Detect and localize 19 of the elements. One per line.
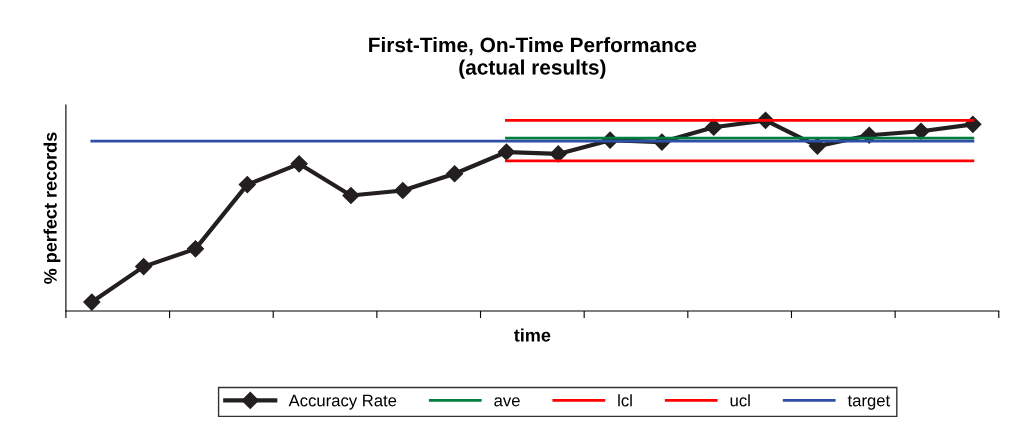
point <box>135 258 153 276</box>
point <box>342 186 360 205</box>
chart-title: First-Time, On-Time Performance (actual results) <box>369 37 697 79</box>
legend-label: lcl <box>618 394 632 407</box>
point <box>290 155 308 173</box>
legend-label: Accuracy Rate <box>288 394 397 410</box>
point <box>186 240 205 258</box>
y-axis-title: % perfect records <box>43 132 61 284</box>
legend-label: ave <box>494 397 520 407</box>
point <box>83 293 101 311</box>
legend-label: target <box>847 395 891 410</box>
point <box>238 176 256 194</box>
point <box>446 165 464 183</box>
point <box>497 143 515 161</box>
point <box>549 145 567 163</box>
point <box>912 122 930 140</box>
legend-label: ucl <box>730 394 750 407</box>
x-axis-title: time <box>514 328 551 342</box>
point <box>394 181 412 200</box>
